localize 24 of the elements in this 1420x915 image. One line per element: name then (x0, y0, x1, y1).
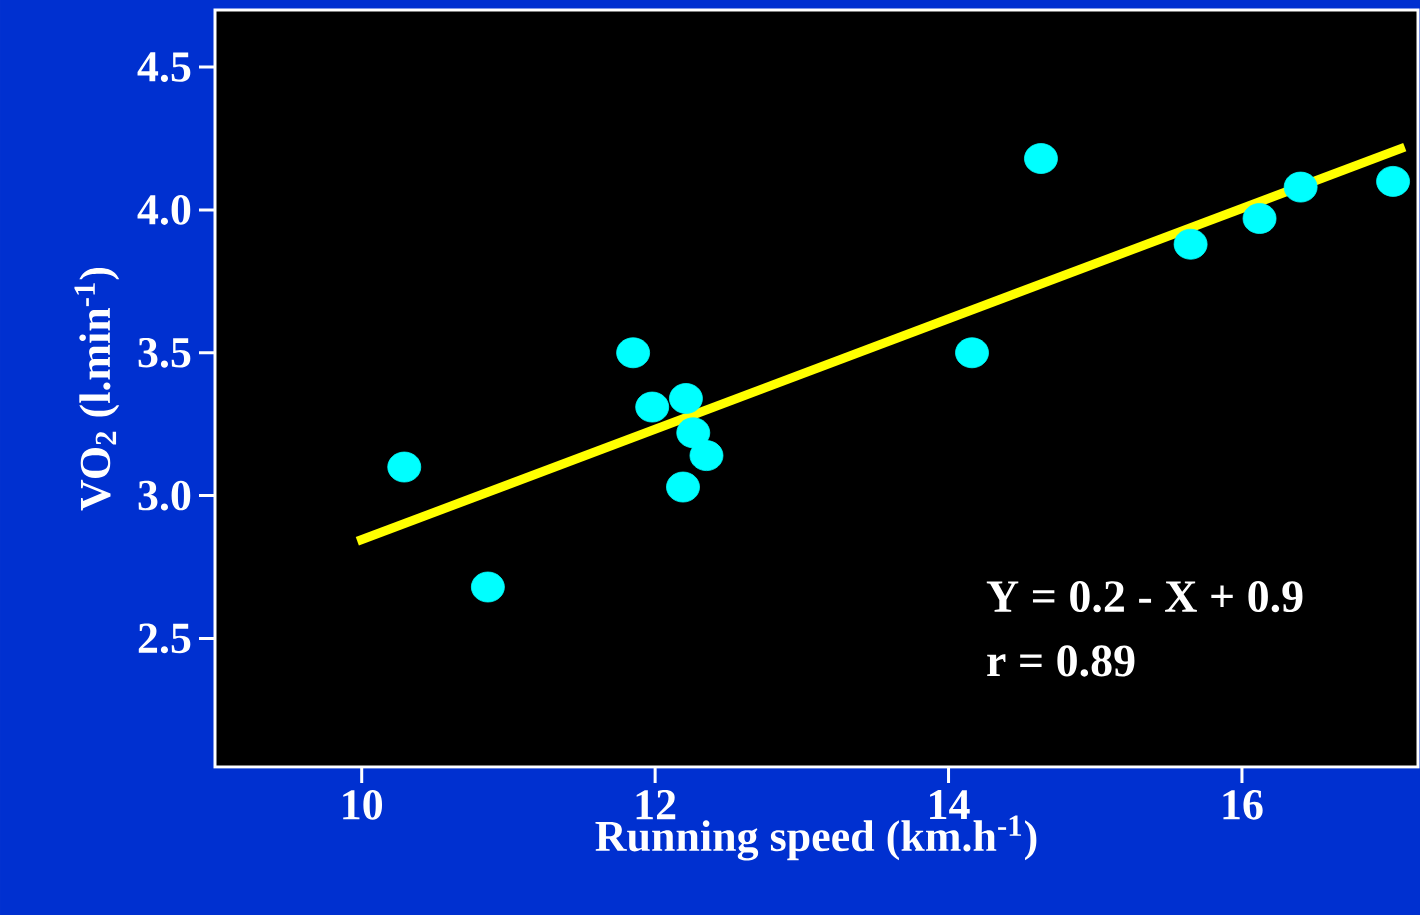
point (387, 451, 422, 483)
point (1173, 228, 1208, 260)
x-tick-label: 10 (343, 790, 383, 820)
point (1242, 203, 1277, 234)
point (616, 337, 651, 369)
point (1024, 143, 1058, 174)
y-tick-label: 2.5 (138, 623, 191, 654)
y-tick-label: 4.0 (137, 195, 191, 225)
point (635, 391, 670, 423)
x-tick-label: 16 (1223, 790, 1263, 820)
annotation: Y = 0.2 - X + 0.9 (986, 581, 1303, 613)
annotation: r = 0.89 (987, 645, 1135, 677)
y-axis-title: VO$_{2}$ (l.min$^{-1}$) (74, 267, 120, 511)
point (666, 471, 700, 503)
point (955, 337, 989, 369)
point (470, 571, 505, 603)
point (689, 440, 724, 472)
x-tick-label: 14 (930, 790, 970, 820)
point (669, 383, 703, 414)
y-tick-label: 3.0 (138, 480, 191, 511)
point (1283, 171, 1318, 203)
y-tick-label: 4.5 (137, 52, 191, 82)
y-tick-label: 3.5 (138, 337, 191, 368)
point (676, 417, 711, 449)
